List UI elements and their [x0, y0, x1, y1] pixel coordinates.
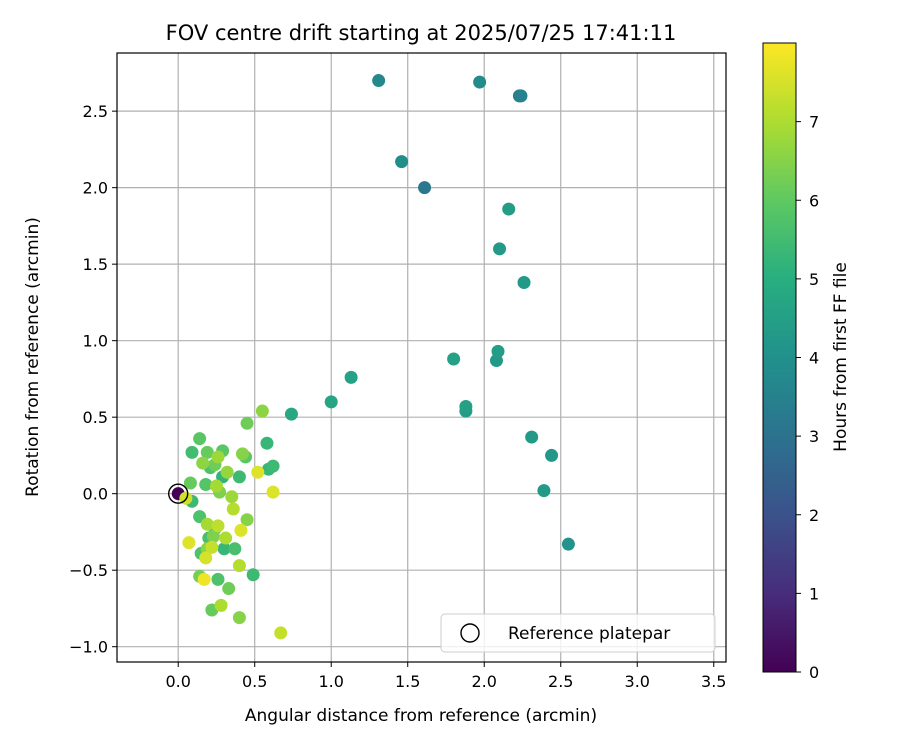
data-point [197, 572, 211, 586]
colorbar-tick-label: 5 [809, 270, 819, 289]
colorbar-tick-label: 3 [809, 427, 819, 446]
data-point [185, 445, 199, 459]
x-tick-label: 1.5 [395, 672, 420, 691]
y-axis-title: Rotation from reference (arcmin) [23, 217, 43, 497]
data-point [234, 523, 248, 537]
data-point [447, 352, 461, 366]
colorbar-gradient [762, 42, 797, 673]
data-point [183, 476, 197, 490]
data-point [251, 465, 265, 479]
data-point [214, 598, 228, 612]
data-point [226, 502, 240, 516]
data-point [232, 611, 246, 625]
data-point [395, 155, 409, 169]
y-tick-label: 1.5 [83, 255, 108, 274]
data-point [561, 537, 575, 551]
data-point [545, 448, 559, 462]
data-point [228, 542, 242, 556]
colorbar-tick-label: 7 [809, 113, 819, 132]
data-point [525, 430, 539, 444]
data-point [459, 399, 473, 413]
y-tick-label: −0.5 [69, 561, 108, 580]
data-point [517, 276, 531, 290]
x-tick-label: 2.0 [472, 672, 497, 691]
x-axis-ticks: 0.0 0.5 1.0 1.5 2.0 2.5 3.0 3.5 [165, 662, 726, 691]
y-axis-ticks: −1.0 −0.5 0.0 0.5 1.0 1.5 2.0 2.5 [69, 102, 117, 657]
colorbar-tick-label: 6 [809, 191, 819, 210]
y-tick-label: −1.0 [69, 638, 108, 657]
data-point [418, 181, 432, 195]
data-point [537, 484, 551, 498]
colorbar-ticks: 0 1 2 3 4 5 6 7 [796, 113, 819, 682]
data-point [372, 74, 386, 88]
x-axis-title: Angular distance from reference (arcmin) [245, 706, 597, 726]
data-point [206, 530, 220, 544]
data-point [220, 465, 234, 479]
x-tick-label: 0.5 [242, 672, 267, 691]
data-point [219, 531, 233, 545]
colorbar-tick-label: 0 [809, 663, 819, 682]
data-point [260, 436, 274, 450]
data-point [200, 445, 214, 459]
data-point [199, 551, 213, 565]
data-point [255, 404, 269, 418]
data-point [491, 344, 505, 358]
data-point [344, 370, 358, 384]
data-point [324, 395, 338, 409]
plot-frame [116, 52, 727, 663]
data-point [246, 568, 260, 582]
data-point [222, 582, 236, 596]
reference-platepar-marker [168, 483, 189, 504]
data-point [266, 459, 280, 473]
data-point [196, 456, 210, 470]
x-tick-label: 0.0 [165, 672, 190, 691]
colorbar: 0 1 2 3 4 5 6 7 Hours from first FF file [762, 42, 851, 682]
data-point [209, 479, 223, 493]
y-tick-label: 0.5 [83, 408, 108, 427]
data-point [235, 447, 249, 461]
chart-title: FOV centre drift starting at 2025/07/25 … [166, 21, 677, 45]
legend: Reference platepar [440, 613, 716, 653]
data-point [225, 490, 239, 504]
data-point [182, 536, 196, 550]
data-point [240, 513, 254, 527]
data-point [284, 407, 298, 421]
y-tick-label: 0.0 [83, 485, 108, 504]
plot-area [117, 53, 726, 662]
legend-marker-open-circle [460, 623, 480, 643]
data-points [168, 74, 575, 640]
legend-box [440, 613, 716, 653]
x-tick-label: 1.0 [318, 672, 343, 691]
data-point [199, 478, 213, 492]
x-tick-label: 2.5 [548, 672, 573, 691]
data-point [211, 450, 225, 464]
x-tick-label: 3.5 [701, 672, 726, 691]
data-point [211, 572, 225, 586]
colorbar-tick-label: 4 [809, 349, 819, 368]
data-point [211, 519, 225, 533]
data-point [232, 470, 246, 484]
data-point [240, 416, 254, 430]
data-point [473, 75, 487, 89]
data-point [274, 626, 288, 640]
y-tick-label: 1.0 [83, 332, 108, 351]
colorbar-tick-label: 1 [809, 584, 819, 603]
data-point [502, 202, 516, 216]
data-point [205, 540, 219, 554]
colorbar-title: Hours from first FF file [831, 262, 851, 452]
data-point [266, 485, 280, 499]
y-tick-label: 2.5 [83, 102, 108, 121]
data-point [514, 89, 528, 103]
data-point [200, 517, 214, 531]
data-point [493, 242, 507, 256]
data-point [193, 432, 207, 446]
data-point [232, 559, 246, 573]
data-point [217, 542, 231, 556]
colorbar-tick-label: 2 [809, 506, 819, 525]
legend-label-reference-platepar: Reference platepar [508, 624, 670, 644]
y-tick-label: 2.0 [83, 179, 108, 198]
x-tick-label: 3.0 [625, 672, 650, 691]
